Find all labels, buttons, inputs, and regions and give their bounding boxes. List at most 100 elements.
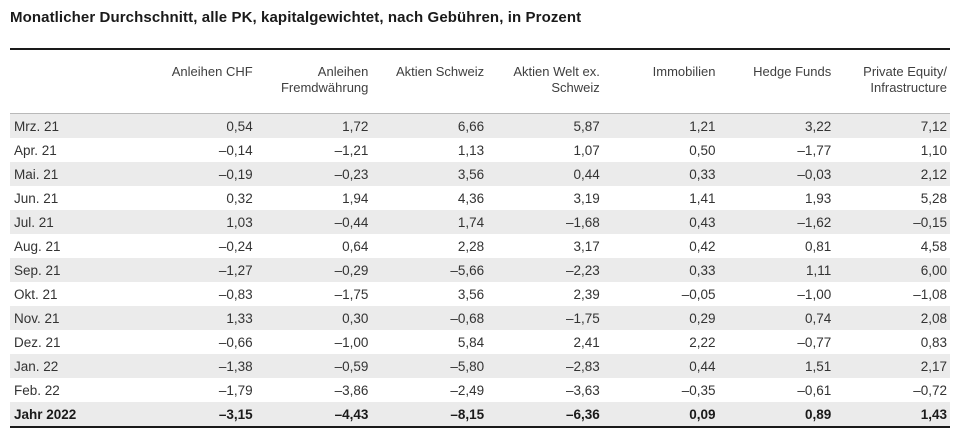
table-cell: –1,75 (334, 286, 369, 302)
table-cell: –1,21 (334, 142, 369, 158)
table-cell: 1,10 (920, 142, 947, 158)
table-cell: 1,72 (342, 118, 369, 134)
table-cell: 0,81 (804, 238, 832, 254)
row-label: Dez. 21 (14, 334, 61, 350)
table-cell: –1,00 (334, 334, 369, 350)
header-cell-rowlabel (10, 50, 140, 114)
row-label: Mai. 21 (14, 166, 59, 182)
table-cell: –0,66 (218, 334, 253, 350)
table-cell: –0,24 (218, 238, 253, 254)
table-cell: –5,66 (450, 262, 485, 278)
table-row: Nov. 21 1,33 0,30 –0,68 –1,75 0,29 0,74 2,08 (10, 306, 950, 330)
table-row: Jun. 21 0,32 1,94 4,36 3,19 1,41 1,93 5,28 (10, 186, 950, 210)
table-cell: 6,00 (920, 262, 947, 278)
row-label: Okt. 21 (14, 286, 58, 302)
table-cell: 0,29 (689, 310, 716, 326)
table-cell: 0,42 (689, 238, 716, 254)
table-cell: –0,15 (913, 214, 947, 230)
table-cell: –1,77 (797, 142, 832, 158)
table-cell: 0,89 (804, 406, 832, 422)
table-cell: –6,36 (566, 406, 600, 422)
table-cell: –2,83 (566, 358, 600, 374)
row-label: Mrz. 21 (14, 118, 60, 134)
table-cell: –5,80 (450, 358, 485, 374)
table-cell: 2,39 (573, 286, 600, 302)
table-cell: –3,63 (566, 382, 600, 398)
table-cell: –0,61 (797, 382, 832, 398)
table-row: Jan. 22 –1,38 –0,59 –5,80 –2,83 0,44 1,51 2,17 (10, 354, 950, 378)
table-cell: 1,13 (457, 142, 485, 158)
table-cell: 2,08 (920, 310, 947, 326)
table-cell: 2,17 (920, 358, 947, 374)
table-row: Jahr 2022 –3,15 –4,43 –8,15 –6,36 0,09 0,89 1,4… (10, 402, 950, 427)
table-cell: –0,29 (334, 262, 369, 278)
table-cell: 4,36 (457, 190, 485, 206)
table-cell: –1,68 (566, 214, 600, 230)
table-cell: –1,00 (797, 286, 832, 302)
table-cell: –0,35 (681, 382, 716, 398)
table-cell: –0,59 (334, 358, 369, 374)
table-cell: –0,05 (681, 286, 716, 302)
table-cell: 3,19 (573, 190, 600, 206)
table-cell: 1,33 (226, 310, 253, 326)
table-row: Jul. 21 1,03 –0,44 1,74 –1,68 0,43 –1,62 –0,15 (10, 210, 950, 234)
row-label: Jahr 2022 (14, 406, 77, 422)
row-label: Feb. 22 (14, 382, 60, 398)
header-cell-anleihen-chf: Anleihen CHF (140, 50, 256, 114)
table-cell: –3,15 (218, 406, 253, 422)
table-cell: 7,12 (920, 118, 947, 134)
table-row: Apr. 21 –0,14 –1,21 1,13 1,07 0,50 –1,77 1,10 (10, 138, 950, 162)
table-cell: 2,12 (920, 166, 947, 182)
row-label: Apr. 21 (14, 142, 57, 158)
table-cell: 0,44 (573, 166, 600, 182)
table-cell: 1,03 (226, 214, 253, 230)
table-header: Anleihen CHF Anleihen Fremdwährung Aktie… (10, 50, 950, 114)
table-cell: 1,94 (342, 190, 369, 206)
table-row: Aug. 21 –0,24 0,64 2,28 3,17 0,42 0,81 4,58 (10, 234, 950, 258)
table-row: Mai. 21 –0,19 –0,23 3,56 0,44 0,33 –0,03 2,12 (10, 162, 950, 186)
table-cell: 0,44 (689, 358, 716, 374)
table-cell: –1,62 (797, 214, 832, 230)
table-body: Mrz. 21 0,54 1,72 6,66 5,87 1,21 3,22 7,12 Apr. … (10, 113, 950, 427)
table-cell: –1,08 (913, 286, 947, 302)
table-cell: 3,56 (457, 166, 485, 182)
table-cell: –0,14 (218, 142, 253, 158)
header-cell-immobilien: Immobilien (602, 50, 719, 114)
table-cell: –0,44 (334, 214, 369, 230)
table-cell: 0,33 (689, 166, 716, 182)
table-cell: –3,86 (334, 382, 369, 398)
row-label: Sep. 21 (14, 262, 61, 278)
table-cell: –1,27 (218, 262, 253, 278)
table-cell: –2,49 (450, 382, 485, 398)
header-cell-anleihen-fremdwaehrung: Anleihen Fremdwährung (255, 50, 372, 114)
row-label: Nov. 21 (14, 310, 60, 326)
table-cell: 4,58 (920, 238, 947, 254)
table-cell: 1,93 (804, 190, 832, 206)
table-cell: 3,56 (457, 286, 485, 302)
table-row: Feb. 22 –1,79 –3,86 –2,49 –3,63 –0,35 –0,61 –0,… (10, 378, 950, 402)
table-cell: –1,75 (566, 310, 600, 326)
table-cell: –1,79 (218, 382, 253, 398)
table-cell: 5,87 (573, 118, 600, 134)
table-cell: 0,50 (689, 142, 716, 158)
table-cell: 1,41 (689, 190, 716, 206)
page-title: Monatlicher Durchschnitt, alle PK, kapit… (10, 9, 582, 26)
table-cell: 3,17 (573, 238, 600, 254)
table-row: Mrz. 21 0,54 1,72 6,66 5,87 1,21 3,22 7,12 (10, 113, 950, 138)
returns-table: Anleihen CHF Anleihen Fremdwährung Aktie… (10, 50, 950, 428)
table-cell: –0,23 (334, 166, 369, 182)
top-rule-divider (10, 48, 950, 50)
table-cell: 1,11 (805, 262, 832, 278)
table-cell: 0,64 (342, 238, 369, 254)
header-cell-aktien-schweiz: Aktien Schweiz (371, 50, 488, 114)
table-cell: 5,28 (920, 190, 947, 206)
table-row: Dez. 21 –0,66 –1,00 5,84 2,41 2,22 –0,77 0,83 (10, 330, 950, 354)
header-cell-private-equity: Private Equity/ Infrastructure (834, 50, 950, 114)
header-cell-hedge-funds: Hedge Funds (718, 50, 835, 114)
table-cell: 2,41 (573, 334, 600, 350)
table-cell: –0,68 (450, 310, 485, 326)
table-cell: –4,43 (334, 406, 369, 422)
table-cell: 1,43 (920, 406, 947, 422)
header-row: Anleihen CHF Anleihen Fremdwährung Aktie… (10, 50, 950, 114)
